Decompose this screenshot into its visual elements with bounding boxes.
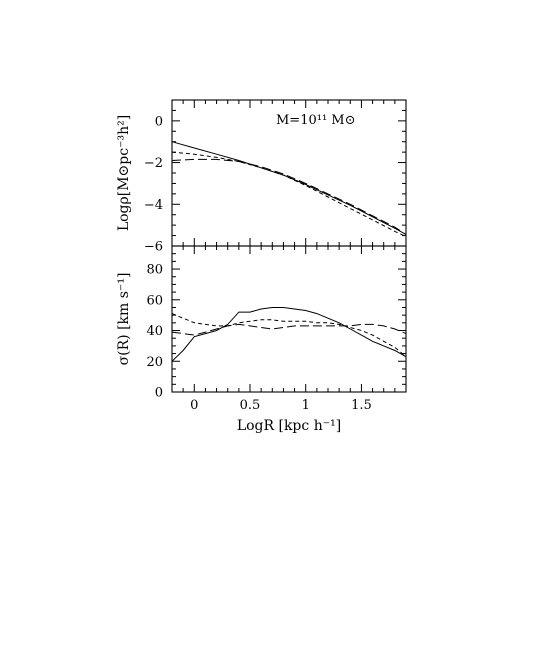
dispersion-panel-frame [171,245,407,393]
dispersion-series-group [171,307,407,362]
y-tick-label: −2 [144,156,163,171]
dispersion-panel-tick-labels: 0 20 40 60 80 0 0.5 1 1.5 [146,263,371,413]
x-tick-label: 0.5 [240,398,261,413]
series-long-dash-line [171,158,407,235]
y-tick-label: 40 [146,324,163,339]
mass-annotation: M=10¹¹ M⊙ [276,113,356,128]
series-short-dash-line [171,313,407,358]
series-long-dash-line [171,323,407,336]
y-tick-label: −4 [144,198,163,213]
x-tick-label: 0 [190,398,198,413]
y-tick-label: 20 [146,355,163,370]
dispersion-panel-ticks [171,245,407,393]
series-short-dash-line [171,151,407,238]
y-tick-label: −6 [144,240,163,255]
density-series-group [171,141,407,238]
x-axis-label: LogR [kpc h⁻¹] [237,418,341,434]
y-tick-label: 0 [155,114,163,129]
dispersion-y-axis-label: σ(R) [km s⁻¹] [116,273,132,366]
series-solid-line [171,307,407,362]
x-tick-label: 1.5 [351,398,372,413]
y-tick-label: 60 [146,293,163,308]
x-tick-label: 1 [302,398,310,413]
density-panel: −6 −4 −2 0 M=10¹¹ M⊙ Logρ[M⊙pc⁻³h²] [116,99,407,255]
density-y-axis-label: Logρ[M⊙pc⁻³h²] [116,115,132,231]
y-tick-label: 0 [155,386,163,401]
dispersion-panel: 0 20 40 60 80 0 0.5 1 1.5 σ(R) [km s⁻¹] LogR [kp… [116,245,407,434]
density-panel-tick-labels: −6 −4 −2 0 [144,114,163,254]
y-tick-label: 80 [146,263,163,278]
